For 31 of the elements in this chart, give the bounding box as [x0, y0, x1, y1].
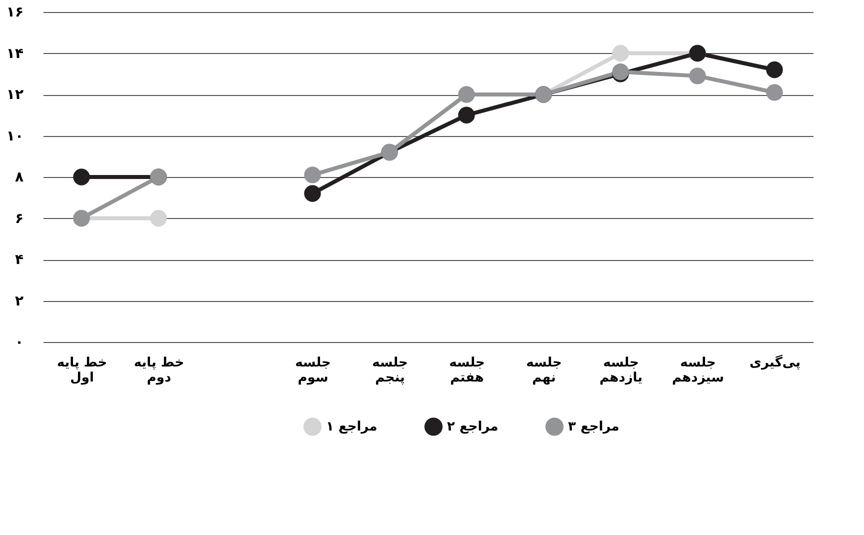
x-tick-label: خط پایه اول [56, 356, 108, 386]
x-tick-label: جلسه پنجم [372, 356, 408, 386]
x-tick-label: جلسه یازدهم [599, 356, 643, 386]
x-tick-label: جلسه سوم [295, 356, 331, 386]
legend-label: مراجع ۱ [326, 420, 378, 435]
y-tick-label: ۰ [14, 334, 24, 350]
y-tick-label: ۱۰ [6, 128, 24, 144]
y-tick-label: ۱۲ [6, 87, 24, 103]
point [766, 61, 783, 78]
point [304, 166, 321, 184]
y-tick-label: ۱۴ [6, 46, 24, 62]
point [304, 185, 321, 202]
x-tick-label: خط پایه دوم [134, 356, 184, 386]
y-tick-label: ۸ [14, 170, 24, 186]
y-tick-label: ۴ [14, 252, 24, 268]
point [689, 68, 706, 84]
point [612, 44, 629, 62]
y-tick-label: ۱۶ [6, 4, 24, 20]
point [150, 210, 167, 227]
point [458, 86, 475, 103]
point [73, 168, 90, 186]
legend-label: مراجع ۳ [568, 420, 620, 435]
legend-label: مراجع ۲ [447, 420, 498, 435]
x-tick-label: پی‌گیری [750, 354, 800, 370]
y-tick-label: ۶ [14, 210, 24, 227]
point [458, 106, 475, 124]
y-tick-label: ۲ [14, 293, 24, 310]
x-tick-label: جلسه نهم [526, 356, 562, 386]
point [766, 84, 783, 101]
x-tick-label: جلسه سیزدهم [672, 356, 724, 386]
x-tick-label: جلسه هفتم [449, 356, 485, 386]
